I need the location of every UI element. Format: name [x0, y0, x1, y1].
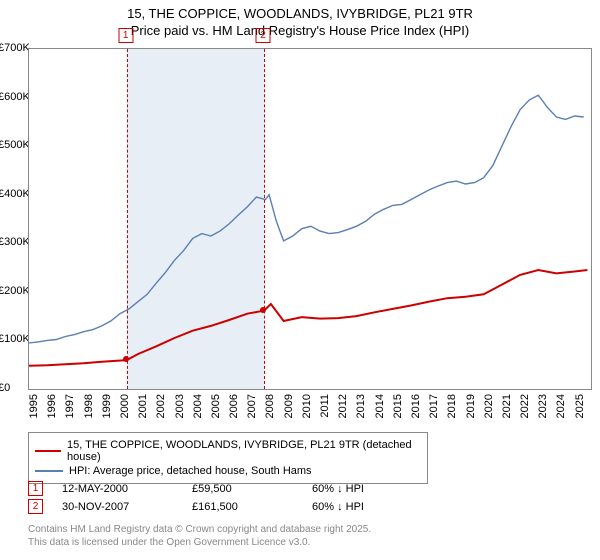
x-tick-label: 2020 [483, 394, 495, 418]
sale-row-2: 2 30-NOV-2007 £161,500 60% ↓ HPI [28, 499, 590, 514]
footer-line-2: This data is licensed under the Open Gov… [28, 537, 590, 550]
x-tick-label: 2016 [410, 394, 422, 418]
legend: 15, THE COPPICE, WOODLANDS, IVYBRIDGE, P… [28, 432, 428, 484]
sale-price-2: £161,500 [192, 501, 312, 513]
x-tick-label: 2013 [355, 394, 367, 418]
x-tick-label: 2007 [246, 394, 258, 418]
sale-date-1: 12-MAY-2000 [62, 483, 192, 495]
sale-hpi-2: 60% ↓ HPI [312, 501, 432, 513]
x-tick-label: 2014 [374, 394, 386, 418]
x-tick-label: 1997 [64, 394, 76, 418]
sale-price-1: £59,500 [192, 483, 312, 495]
x-axis-ticks: 1995 1996 1997 1998 1999 2000 2001 2002 2003 2004… [28, 390, 590, 430]
footer: Contains HM Land Registry data © Crown c… [28, 524, 590, 549]
chart-container: 15, THE COPPICE, WOODLANDS, IVYBRIDGE, P… [0, 0, 600, 560]
y-tick-label: £500K [0, 139, 30, 151]
x-tick-label: 2009 [283, 394, 295, 418]
x-tick-label: 2019 [465, 394, 477, 418]
x-tick-label: 2015 [392, 394, 404, 418]
legend-item-hpi: HPI: Average price, detached house, Sout… [35, 465, 421, 477]
legend-swatch-hpi [35, 470, 63, 472]
x-tick-label: 1996 [46, 394, 58, 418]
x-tick-label: 2004 [192, 394, 204, 418]
legend-label-hpi: HPI: Average price, detached house, Sout… [69, 465, 312, 477]
title-line-1: 15, THE COPPICE, WOODLANDS, IVYBRIDGE, P… [0, 6, 600, 23]
y-tick-label: £200K [0, 285, 30, 297]
x-tick-label: 2011 [319, 394, 331, 418]
y-tick-label: £300K [0, 236, 30, 248]
y-tick-label: £100K [0, 333, 30, 345]
x-tick-label: 2012 [337, 394, 349, 418]
x-tick-label: 2018 [446, 394, 458, 418]
y-tick-label: £600K [0, 91, 30, 103]
x-tick-label: 2001 [137, 394, 149, 418]
sale-row-1: 1 12-MAY-2000 £59,500 60% ↓ HPI [28, 481, 590, 496]
sale-marker-2: 2 [28, 499, 43, 514]
chart-title: 15, THE COPPICE, WOODLANDS, IVYBRIDGE, P… [0, 0, 600, 40]
y-tick-label: £0 [0, 382, 10, 394]
x-tick-label: 1998 [83, 394, 95, 418]
chart-lines [29, 49, 591, 389]
legend-label-price-paid: 15, THE COPPICE, WOODLANDS, IVYBRIDGE, P… [67, 439, 421, 463]
x-tick-label: 2021 [501, 394, 513, 418]
x-tick-label: 2024 [555, 394, 567, 418]
x-tick-label: 2000 [119, 394, 131, 418]
y-tick-label: £700K [0, 42, 30, 54]
series-hpi [29, 95, 584, 343]
x-tick-label: 2022 [519, 394, 531, 418]
legend-swatch-price-paid [35, 450, 61, 452]
x-tick-label: 2005 [210, 394, 222, 418]
legend-item-price-paid: 15, THE COPPICE, WOODLANDS, IVYBRIDGE, P… [35, 439, 421, 463]
title-line-2: Price paid vs. HM Land Registry's House … [0, 23, 600, 40]
x-tick-label: 2003 [174, 394, 186, 418]
footer-line-1: Contains HM Land Registry data © Crown c… [28, 524, 590, 537]
sale-date-2: 30-NOV-2007 [62, 501, 192, 513]
x-tick-label: 1995 [28, 394, 40, 418]
x-tick-label: 2008 [264, 394, 276, 418]
series-price_paid [29, 270, 587, 366]
x-tick-label: 2025 [574, 394, 586, 418]
x-tick-label: 2002 [155, 394, 167, 418]
sale-marker-1: 1 [28, 481, 43, 496]
sales-table: 1 12-MAY-2000 £59,500 60% ↓ HPI 2 30-NOV… [28, 478, 590, 517]
x-tick-label: 2023 [537, 394, 549, 418]
y-tick-label: £400K [0, 188, 30, 200]
plot-area [28, 48, 592, 390]
x-tick-label: 2010 [301, 394, 313, 418]
x-tick-label: 1999 [101, 394, 113, 418]
y-axis-ticks: £0£100K£200K£300K£400K£500K£600K£700K [0, 48, 28, 388]
x-tick-label: 2017 [428, 394, 440, 418]
x-tick-label: 2006 [228, 394, 240, 418]
sale-hpi-1: 60% ↓ HPI [312, 483, 432, 495]
